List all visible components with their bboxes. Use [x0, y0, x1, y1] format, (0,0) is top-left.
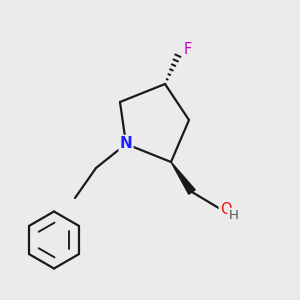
- Polygon shape: [171, 162, 195, 194]
- Text: H: H: [229, 209, 238, 222]
- Text: N: N: [120, 136, 132, 151]
- Text: O: O: [220, 202, 231, 217]
- Text: F: F: [183, 42, 192, 57]
